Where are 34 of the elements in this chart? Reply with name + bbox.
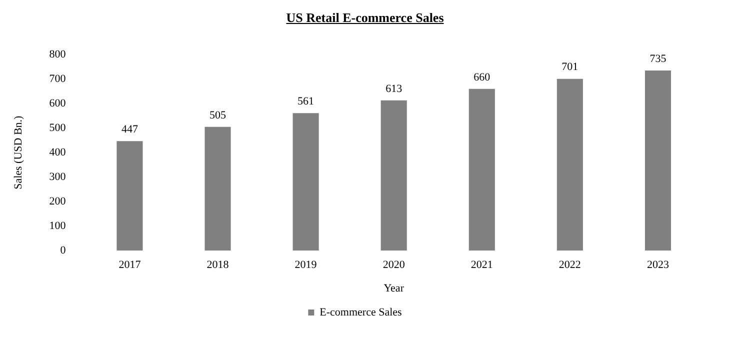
y-tick-label: 500 <box>49 122 66 134</box>
data-label: 735 <box>650 52 667 65</box>
x-tick-label: 2018 <box>206 259 230 272</box>
bar <box>556 78 583 251</box>
y-tick-label: 0 <box>60 244 66 256</box>
x-axis-title: Year <box>384 282 404 294</box>
y-tick-label: 400 <box>49 146 66 158</box>
data-label: 505 <box>210 109 227 122</box>
y-tick-label: 100 <box>49 220 66 232</box>
bar <box>292 113 319 251</box>
bar <box>644 70 672 251</box>
chart-title: US Retail E-commerce Sales <box>285 9 445 27</box>
y-tick-label: 600 <box>49 97 66 110</box>
x-tick-label: 2023 <box>646 259 670 272</box>
x-tick-label: 2021 <box>470 259 493 272</box>
data-label: 447 <box>121 123 138 136</box>
y-axis-title: Sales (USD Bn.) <box>12 115 24 190</box>
x-tick-label: 2019 <box>294 259 318 272</box>
x-tick-label: 2022 <box>558 259 581 272</box>
legend-label: E-commerce Sales <box>320 306 402 318</box>
data-label: 701 <box>562 61 578 74</box>
data-label: 660 <box>474 71 491 84</box>
bar <box>468 88 495 251</box>
bar <box>380 100 407 251</box>
data-label: 613 <box>386 82 403 95</box>
y-tick-label: 700 <box>49 72 66 85</box>
x-tick-label: 2020 <box>382 259 406 272</box>
bar <box>116 141 143 251</box>
data-label: 561 <box>298 96 314 108</box>
y-tick-label: 300 <box>49 170 66 183</box>
bar <box>204 126 231 251</box>
y-tick-label: 800 <box>49 48 66 60</box>
x-tick-label: 2017 <box>118 259 142 272</box>
y-tick-label: 200 <box>49 195 66 208</box>
